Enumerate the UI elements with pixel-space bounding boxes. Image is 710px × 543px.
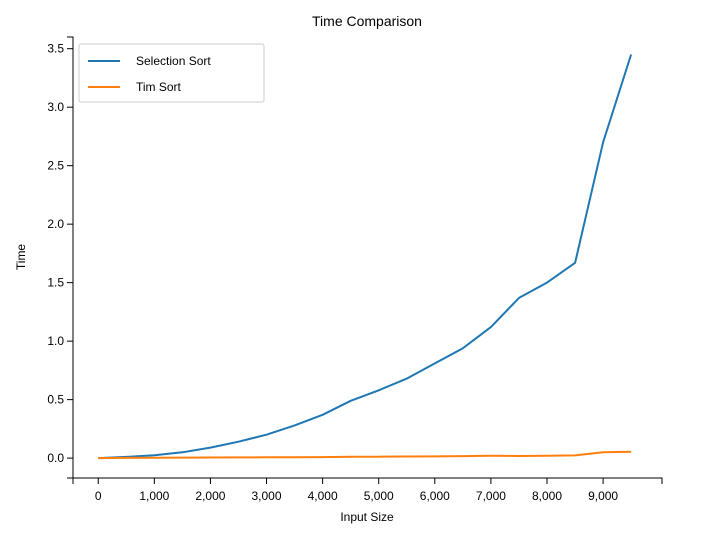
- y-axis-line: [67, 36, 74, 479]
- y-tick-label: 1.5: [47, 276, 64, 290]
- x-tick-label: 5,000: [364, 489, 394, 503]
- series-line-1: [98, 54, 633, 460]
- legend: Selection Sort Tim Sort: [78, 43, 265, 103]
- x-tick-label: 7,000: [476, 489, 506, 503]
- x-axis-title: Input Size: [340, 510, 394, 524]
- x-axis: 0 1,000 2,000 3,000 4,000 5,000 6,000 7,000 8,00…: [72, 477, 663, 503]
- x-tick-label: 3,000: [252, 489, 282, 503]
- y-axis: 0.0 0.5 1.0 1.5 2.0 2.5 3.0 3.5: [47, 36, 74, 479]
- x-tick-label: 6,000: [420, 489, 450, 503]
- x-tick-label: 9,000: [588, 489, 618, 503]
- x-tick-label: 2,000: [195, 489, 225, 503]
- chart-title: Time Comparison: [312, 13, 422, 29]
- x-tick-label: 4,000: [308, 489, 338, 503]
- y-tick-label: 3.0: [47, 100, 64, 114]
- series-line-2: [98, 450, 632, 460]
- y-tick-label: 1.0: [47, 334, 64, 348]
- y-axis-title: Time: [14, 244, 28, 271]
- x-tick-label: 1,000: [139, 489, 169, 503]
- x-tick-label: 0: [95, 489, 102, 503]
- y-tick-label: 0.0: [47, 451, 64, 465]
- y-tick-label: 0.5: [47, 393, 64, 407]
- x-axis-line: [72, 477, 663, 484]
- y-tick-label: 2.5: [47, 159, 64, 173]
- y-tick-label: 3.5: [47, 42, 64, 56]
- x-tick-label: 8,000: [532, 489, 562, 503]
- legend-label: Tim Sort: [136, 80, 182, 94]
- plot-area: [98, 54, 633, 460]
- legend-label: Selection Sort: [136, 54, 211, 68]
- legend-box: [78, 43, 265, 103]
- y-tick-label: 2.0: [47, 217, 64, 231]
